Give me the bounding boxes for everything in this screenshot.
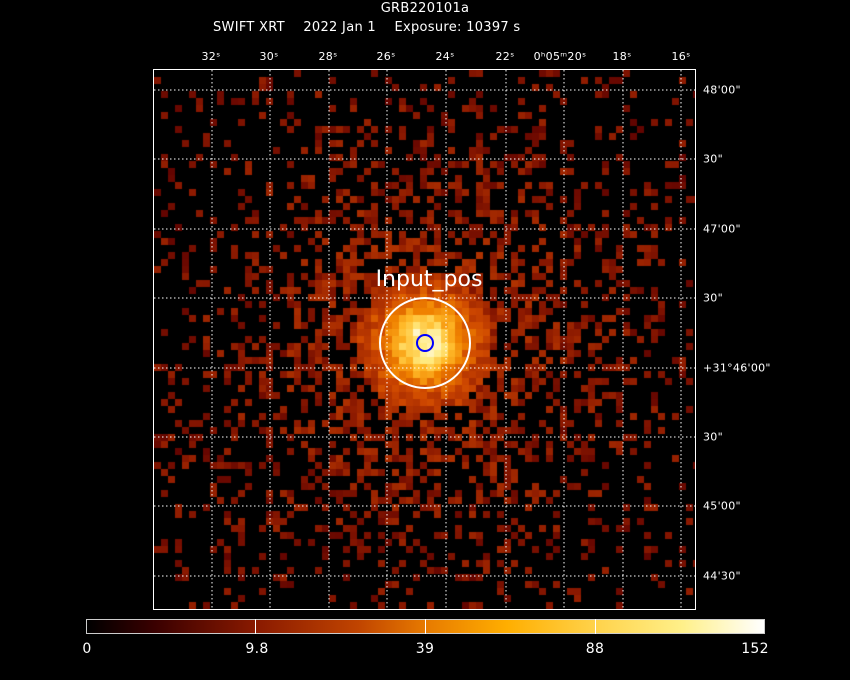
colorbar-label: 0	[82, 641, 92, 657]
colorbar-tick	[595, 619, 596, 634]
colorbar-label: 88	[585, 641, 605, 657]
ra-tick-label: 28ˢ	[318, 50, 338, 63]
coordinate-grid	[154, 70, 695, 609]
dec-tick-label: 44'30"	[703, 569, 741, 583]
ra-tick-label: 26ˢ	[376, 50, 396, 63]
overlay-layer: Input_pos	[154, 70, 695, 609]
ra-tick-label: 16ˢ	[671, 50, 691, 63]
colorbar-label: 152	[741, 641, 769, 657]
date-label: 2022 Jan 1	[303, 20, 377, 35]
colorbar-label: 39	[415, 641, 435, 657]
ra-tick-label: 22ˢ	[495, 50, 515, 63]
colorbar-tick	[255, 619, 256, 634]
dec-tick-label: +31°46'00"	[703, 361, 771, 375]
ra-tick-label: 24ˢ	[435, 50, 455, 63]
ra-tick-label: 18ˢ	[612, 50, 632, 63]
exposure-label: Exposure: 10397 s	[394, 20, 521, 35]
dec-tick-label: 30"	[703, 291, 723, 305]
dec-tick-label: 30"	[703, 430, 723, 444]
instrument-label: SWIFT XRT	[213, 20, 285, 35]
image-title: GRB220101a	[380, 1, 470, 16]
xrt-image-panel: Input_pos	[153, 69, 696, 610]
dec-tick-label: 48'00"	[703, 83, 741, 97]
ra-tick-label: 30ˢ	[259, 50, 279, 63]
source-position-circle	[416, 334, 434, 352]
dec-tick-label: 30"	[703, 152, 723, 166]
input-position-circle	[379, 297, 471, 389]
colorbar-label: 9.8	[245, 641, 269, 657]
image-subtitle: SWIFT XRT 2022 Jan 1 Exposure: 10397 s	[213, 20, 535, 35]
ra-tick-label: 0ʰ05ᵐ20ˢ	[533, 50, 587, 63]
dec-tick-label: 47'00"	[703, 222, 741, 236]
ra-tick-label: 32ˢ	[201, 50, 221, 63]
input-position-label: Input_pos	[376, 267, 483, 292]
colorbar-tick	[425, 619, 426, 634]
xray-count-image	[154, 70, 695, 609]
dec-tick-label: 45'00"	[703, 499, 741, 513]
